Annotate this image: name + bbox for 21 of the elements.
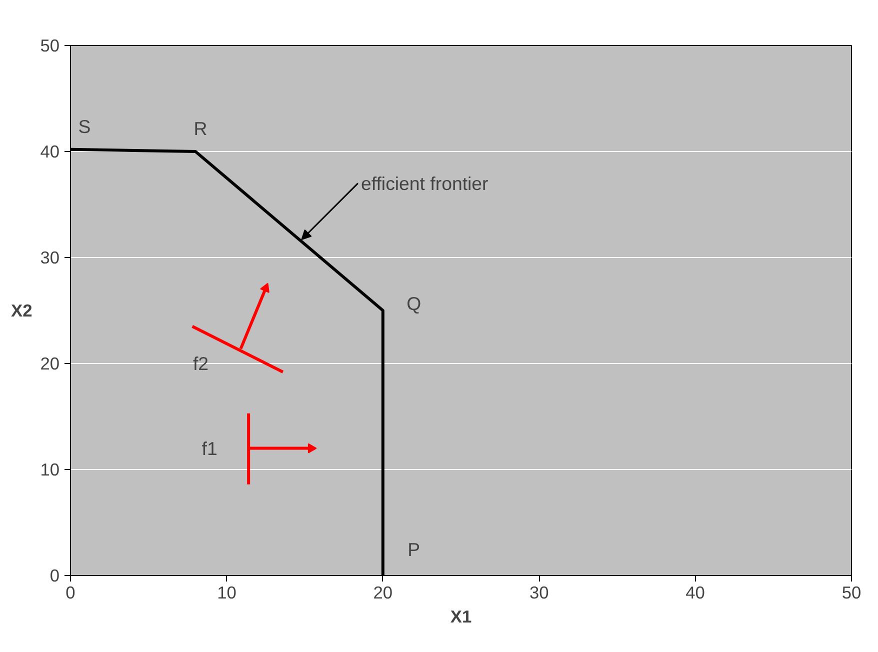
x-tick-label: 0 <box>66 582 76 602</box>
y-tick-label: 50 <box>40 36 60 56</box>
y-axis-title: X2 <box>11 300 32 320</box>
x-tick-label: 20 <box>373 582 393 602</box>
annotation: f2 <box>192 353 209 374</box>
annotation: R <box>194 118 208 139</box>
x-tick-label: 50 <box>842 582 862 602</box>
x-axis-title: X1 <box>450 606 472 626</box>
y-tick-label: 10 <box>40 460 60 480</box>
annotation: P <box>408 539 420 560</box>
annotation: efficient frontier <box>361 172 488 194</box>
x-tick-label: 30 <box>529 582 549 602</box>
y-tick-label: 20 <box>40 354 60 374</box>
y-tick-label: 0 <box>50 566 60 586</box>
y-tick-label: 30 <box>40 248 60 268</box>
x-tick-label: 40 <box>686 582 705 602</box>
annotation: Q <box>406 293 422 314</box>
y-tick-label: 40 <box>40 142 60 162</box>
annotation: f1 <box>202 438 218 459</box>
x-tick-label: 10 <box>217 582 236 602</box>
annotation: S <box>78 116 91 137</box>
